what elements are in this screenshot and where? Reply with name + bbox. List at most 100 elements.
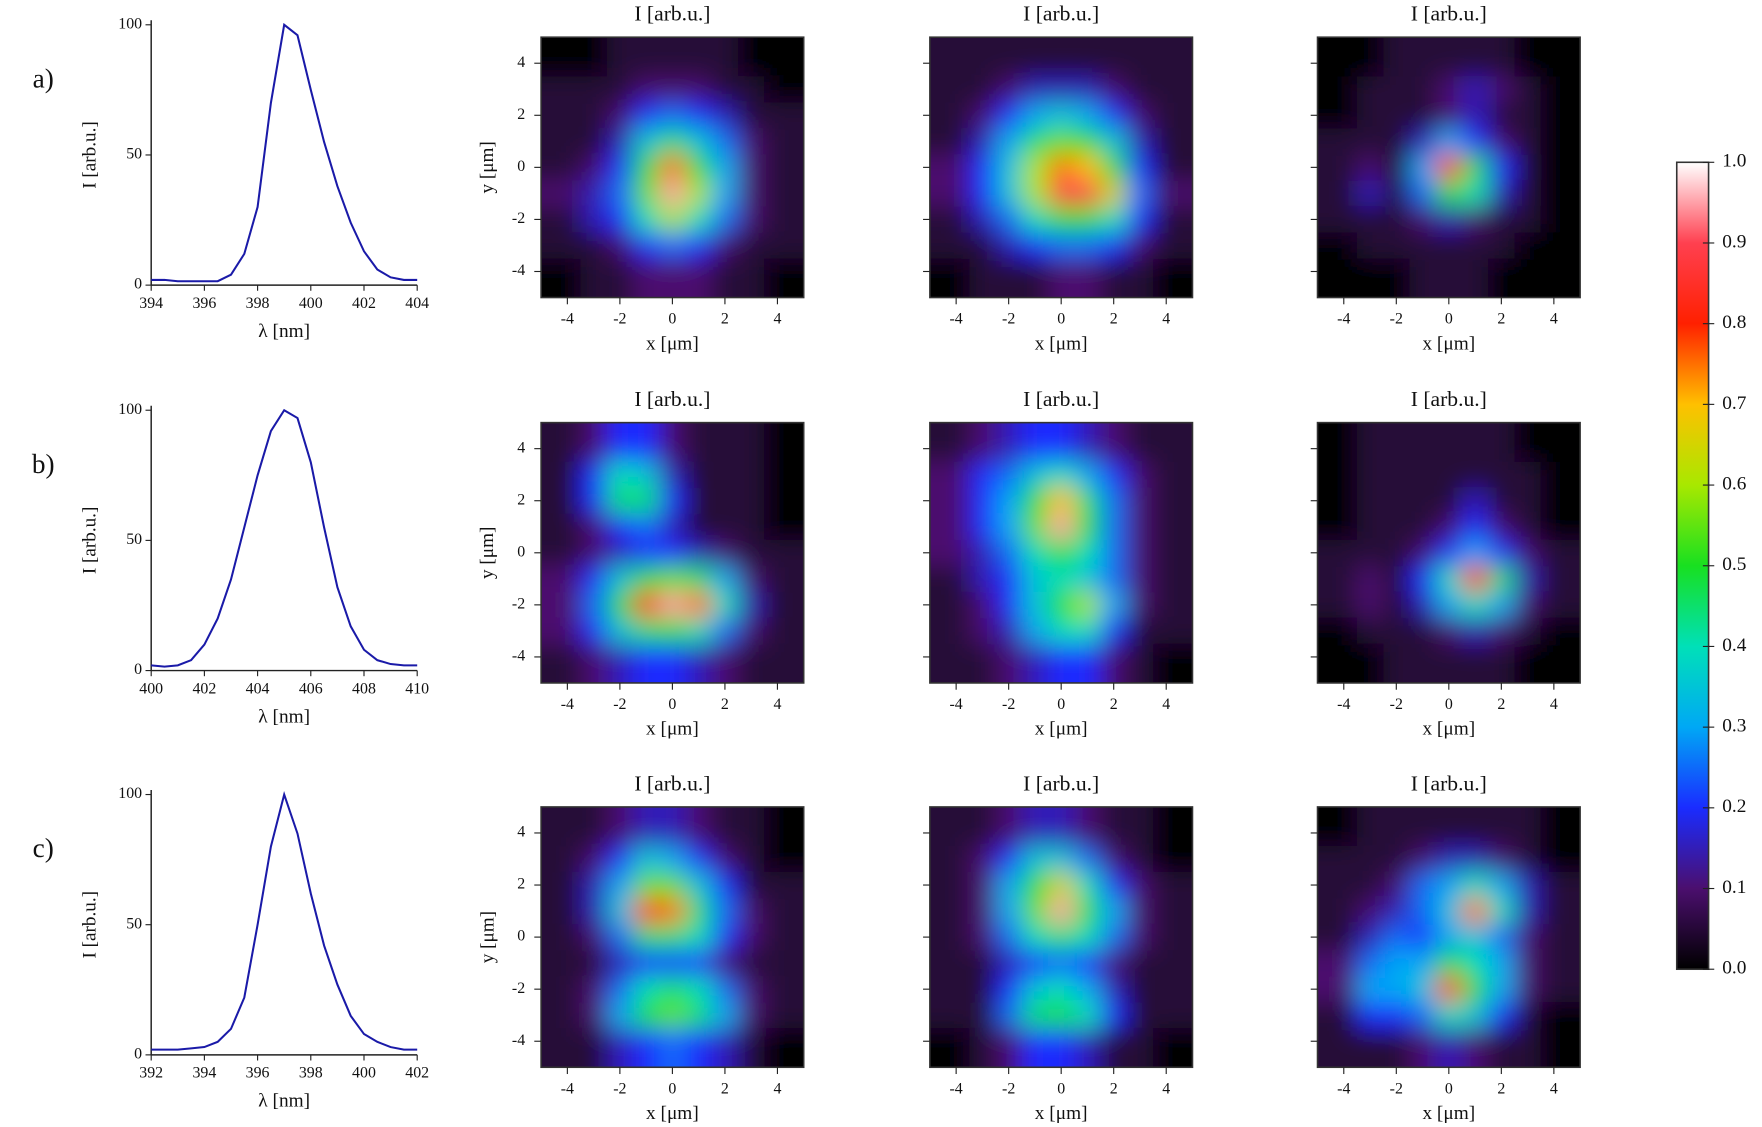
heatmap-cell xyxy=(1488,232,1516,260)
colorbar-tick-label: 0.1 xyxy=(1722,877,1746,898)
heatmap-cell xyxy=(1514,565,1542,593)
heatmap-cell xyxy=(1317,513,1358,541)
heatmap-cell xyxy=(1356,950,1384,977)
heatmap-cell xyxy=(1461,513,1489,541)
heatmap-cell xyxy=(1100,845,1128,873)
heatmap-cell xyxy=(606,76,634,103)
heatmap-cell xyxy=(685,487,713,515)
heatmap-cell xyxy=(1435,461,1463,489)
heatmap-cell xyxy=(1461,154,1489,181)
heatmap-cell xyxy=(711,422,739,463)
heatmap-cell xyxy=(1100,806,1128,847)
heatmap-cell xyxy=(969,1002,997,1029)
heatmap-cell xyxy=(1383,154,1410,181)
y-tick-label: 4 xyxy=(517,54,525,71)
heatmap-cell xyxy=(1488,128,1516,155)
heatmap-cell xyxy=(580,1028,608,1068)
x-tick-label: -4 xyxy=(950,311,963,328)
y-axis-label: y [μm] xyxy=(477,527,498,579)
heatmap-cell xyxy=(1488,180,1516,207)
heatmap-cell xyxy=(580,898,608,925)
heatmap-cell xyxy=(1317,76,1358,103)
heatmap-cell xyxy=(1383,232,1410,260)
heatmap-cell xyxy=(541,806,582,847)
colorbar-tick-label: 0.2 xyxy=(1722,796,1746,817)
heatmap-cell xyxy=(995,513,1023,541)
heatmap-cell xyxy=(1021,643,1049,683)
heatmap-cell xyxy=(929,806,970,847)
heatmap-cell xyxy=(1514,1002,1542,1029)
heatmap-cell xyxy=(633,258,660,298)
heatmap-cell xyxy=(633,565,660,593)
heatmap-cell xyxy=(1514,154,1542,181)
y-tick-label: 0 xyxy=(517,158,525,175)
heatmap-cell xyxy=(1540,180,1581,207)
heatmap-cell xyxy=(1409,845,1437,873)
heatmap-cell xyxy=(685,422,713,463)
heatmap-cell xyxy=(659,154,687,181)
heatmap-cell xyxy=(1126,513,1154,541)
heatmap-cell xyxy=(929,76,970,103)
heatmap-cell xyxy=(1383,422,1410,463)
heatmap-cell xyxy=(1074,258,1102,298)
heatmap-cell xyxy=(1540,422,1581,463)
heatmap-cell xyxy=(659,206,687,234)
heatmap-cell xyxy=(1048,898,1075,925)
heatmap-cell xyxy=(1356,539,1384,567)
heatmap-cell xyxy=(541,206,582,234)
x-tick-label: 2 xyxy=(1110,696,1118,713)
x-tick-label: 2 xyxy=(721,696,729,713)
heatmap-cell xyxy=(1488,950,1516,977)
heatmap-cell xyxy=(1435,898,1463,925)
heatmap-cell xyxy=(711,1002,739,1029)
x-tick-label: 0 xyxy=(668,311,676,328)
heatmap-cell xyxy=(580,37,608,77)
heatmap-cell xyxy=(606,513,634,541)
heatmap-cell xyxy=(580,128,608,155)
heatmap-cell xyxy=(1100,1028,1128,1068)
heatmap-title: I [arb.u.] xyxy=(634,2,710,26)
heatmap-cell xyxy=(1126,76,1154,103)
heatmap-cell xyxy=(738,845,765,873)
heatmap-cell xyxy=(1317,128,1358,155)
heatmap-cell xyxy=(1153,643,1193,683)
heatmap-cell xyxy=(1488,1002,1516,1029)
heatmap-cell xyxy=(1540,872,1581,899)
heatmap-cell xyxy=(738,461,765,489)
heatmap-cell xyxy=(1048,643,1075,683)
heatmap-cell xyxy=(929,1028,970,1068)
heatmap-cell xyxy=(1540,591,1581,619)
x-tick-label: -2 xyxy=(1390,696,1403,713)
heatmap-cell xyxy=(1383,643,1410,683)
x-tick-label: 2 xyxy=(1497,696,1505,713)
x-tick-label: 2 xyxy=(721,1080,729,1097)
heatmap-cell xyxy=(1514,617,1542,645)
heatmap-cell xyxy=(1435,976,1463,1003)
heatmap-cells xyxy=(541,806,804,1068)
heatmap-cell xyxy=(659,591,687,619)
heatmap-cell xyxy=(659,422,687,463)
heatmap-cell xyxy=(711,76,739,103)
heatmap-cell xyxy=(685,37,713,77)
heatmap-cell xyxy=(1435,102,1463,129)
heatmap-cell xyxy=(1356,128,1384,155)
heatmap-cell xyxy=(1074,565,1102,593)
heatmap-cell xyxy=(541,924,582,951)
heatmap-cell xyxy=(995,461,1023,489)
heatmap-cell xyxy=(1021,487,1049,515)
heatmap-cell xyxy=(1317,1028,1358,1068)
heatmap-cell xyxy=(969,487,997,515)
spectrum-line xyxy=(151,22,418,283)
heatmap-cell xyxy=(1317,924,1358,951)
heatmap-cell xyxy=(1488,461,1516,489)
heatmap-cell xyxy=(1021,872,1049,899)
heatmap-cell xyxy=(929,487,970,515)
heatmap-cell xyxy=(1409,513,1437,541)
heatmap-cell xyxy=(1383,617,1410,645)
heatmap-cell xyxy=(1435,872,1463,899)
heatmap-cell xyxy=(1540,1002,1581,1029)
heatmap-cell xyxy=(1021,102,1049,129)
x-tick-label: -2 xyxy=(1390,311,1403,328)
heatmap-cell xyxy=(995,1002,1023,1029)
heatmap-cell xyxy=(1356,487,1384,515)
